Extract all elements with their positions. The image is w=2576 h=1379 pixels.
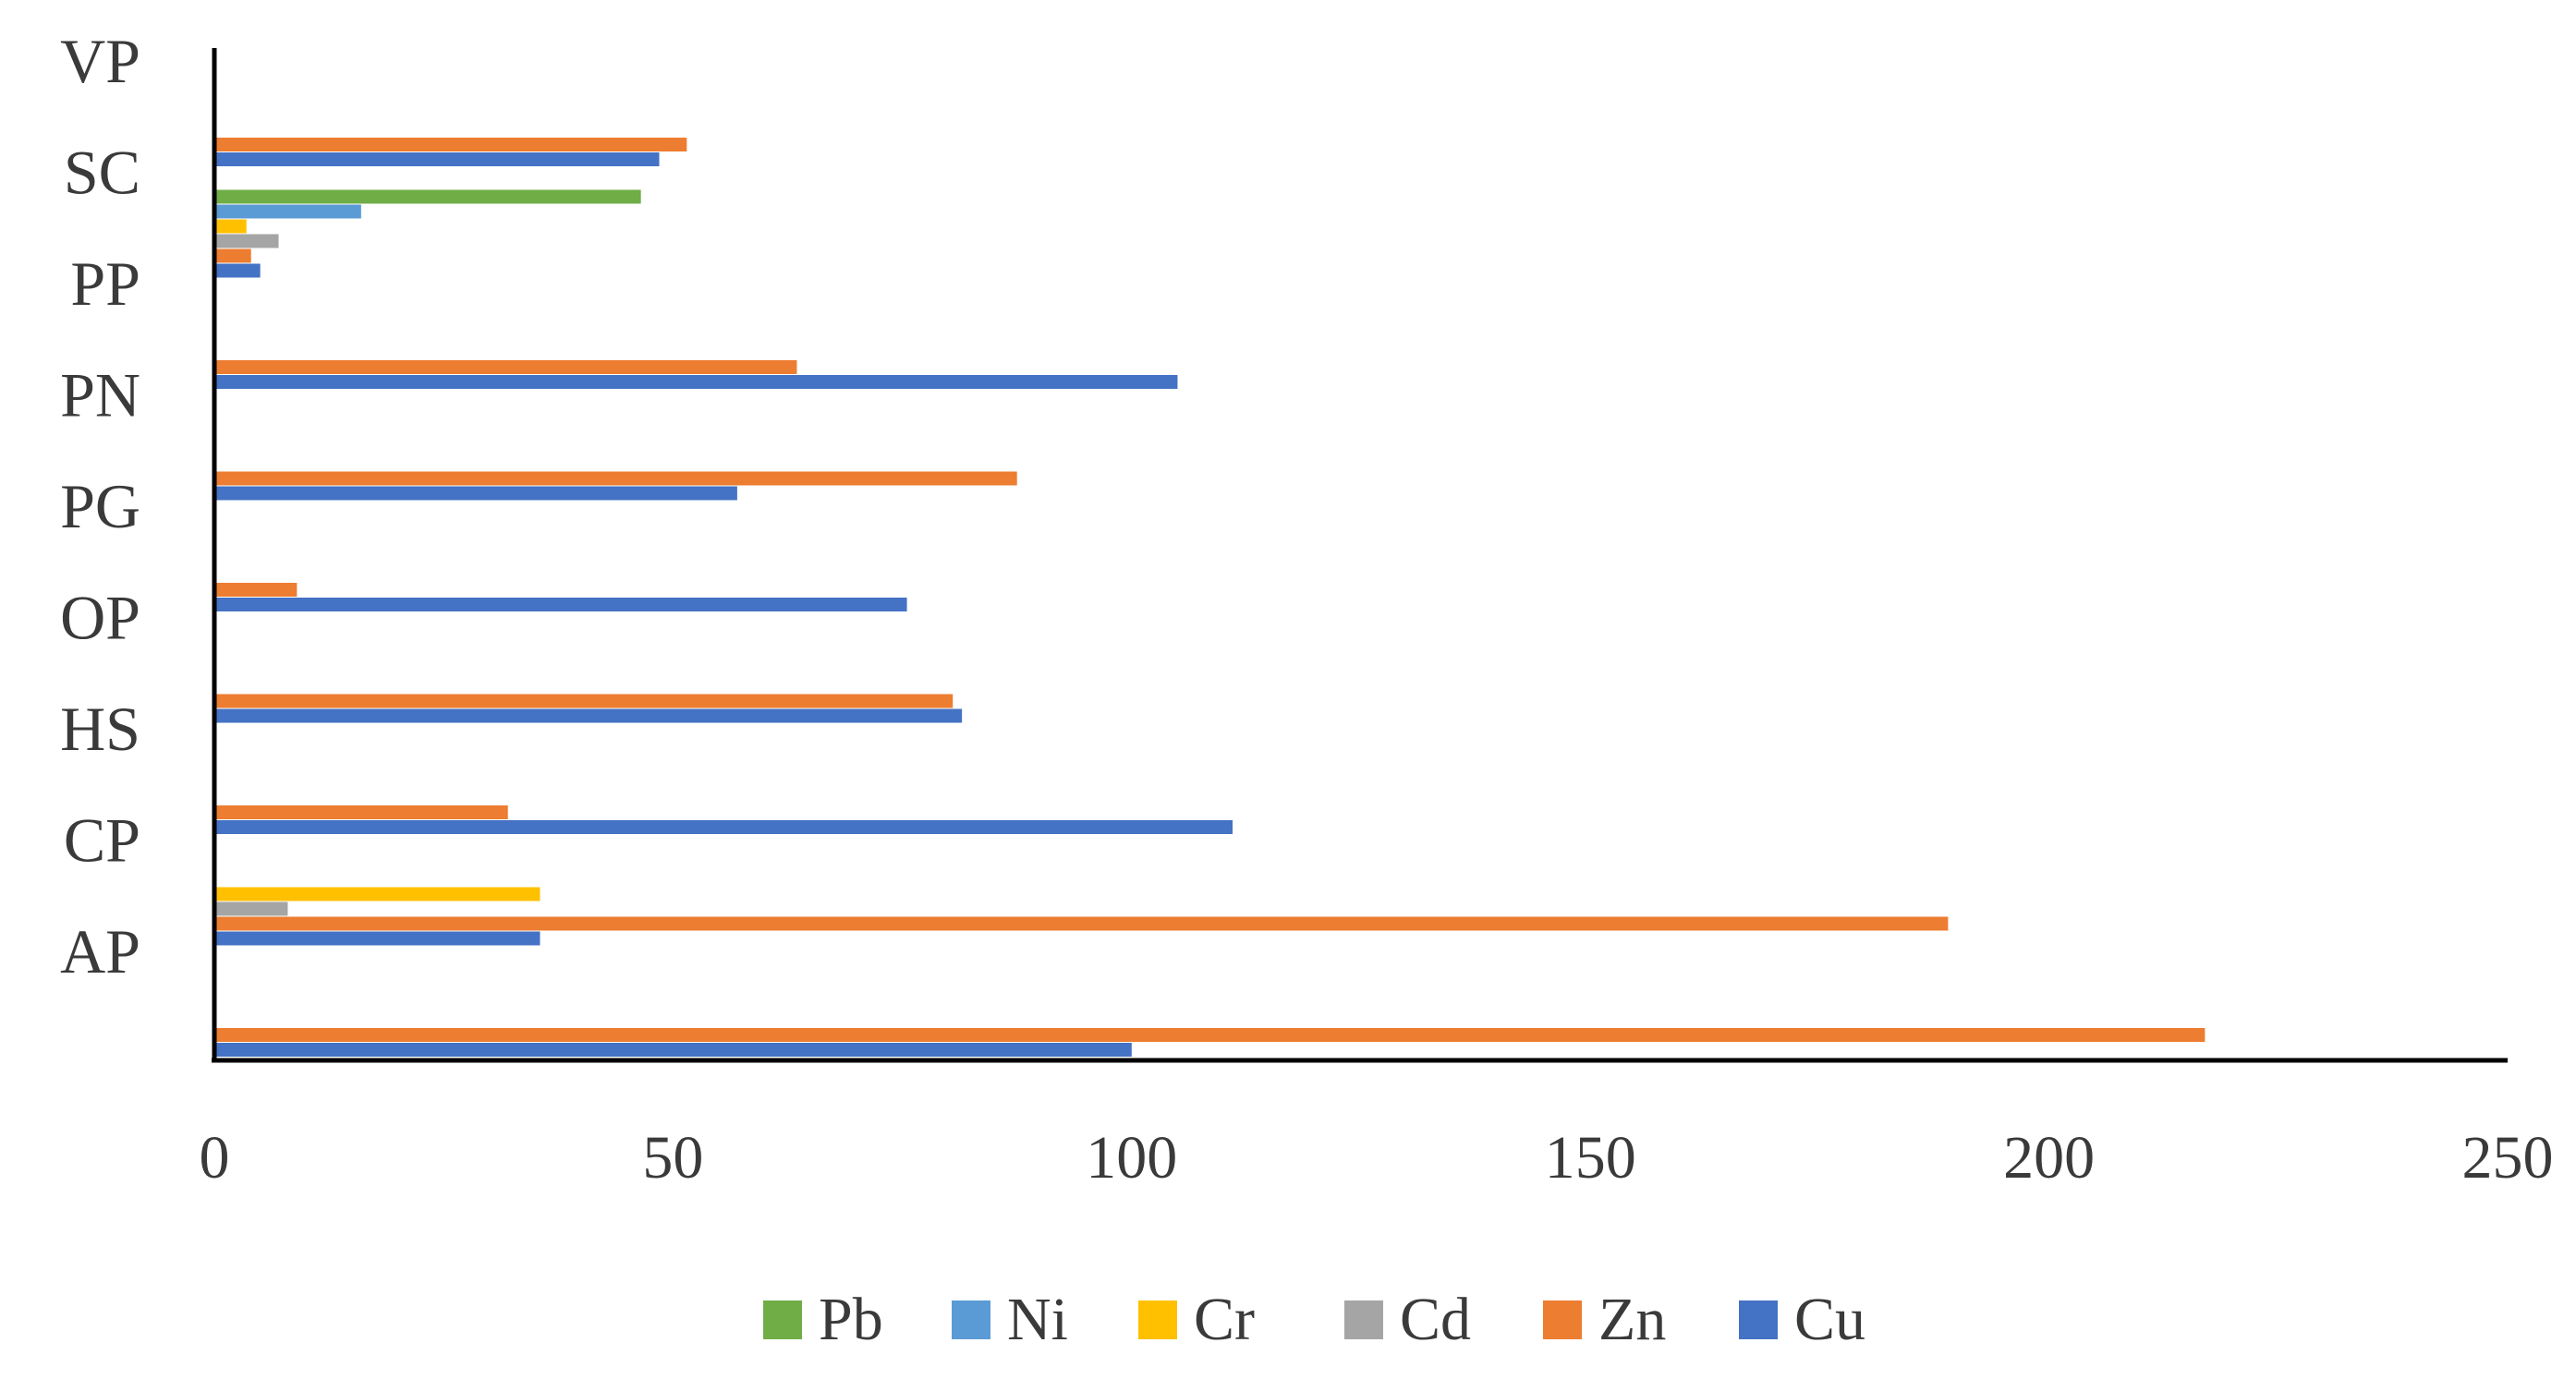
- bar-pn-cu: [214, 486, 737, 501]
- bar-cp-cd: [214, 901, 288, 916]
- y-tick-label-cp: CP: [64, 805, 140, 876]
- y-tick-label-ap: AP: [60, 916, 140, 986]
- bar-hs-cu: [214, 820, 1233, 834]
- legend-swatch-pb: [763, 1300, 802, 1339]
- legend-label-pb: Pb: [819, 1286, 883, 1353]
- legend-swatch-cd: [1344, 1300, 1383, 1339]
- bar-sc-cd: [214, 234, 279, 248]
- bar-vp-cu: [214, 152, 660, 166]
- axes-group: [212, 48, 2508, 1063]
- legend-label-cr: Cr: [1194, 1286, 1255, 1353]
- y-tick-label-pg: PG: [60, 471, 140, 541]
- bar-sc-zn: [214, 248, 251, 263]
- y-tick-label-sc: SC: [64, 138, 140, 208]
- x-tick-label-250: 250: [2462, 1124, 2554, 1192]
- bar-ap-zn: [214, 1028, 2205, 1042]
- x-tick-label-0: 0: [200, 1124, 230, 1192]
- bar-sc-pb: [214, 189, 641, 204]
- legend-swatch-cr: [1138, 1300, 1177, 1339]
- legend-label-zn: Zn: [1598, 1286, 1666, 1353]
- bar-cp-cr: [214, 887, 541, 901]
- legend-swatch-cu: [1739, 1300, 1778, 1339]
- bar-sc-cr: [214, 219, 247, 234]
- bar-vp-zn: [214, 138, 687, 151]
- x-tick-label-100: 100: [1086, 1124, 1177, 1192]
- y-tick-label-pn: PN: [60, 360, 140, 430]
- bar-cp-zn: [214, 916, 1949, 931]
- bar-ap-cu: [214, 1043, 1132, 1057]
- x-tick-labels: 0 50 100 150 200 250: [200, 1124, 2554, 1192]
- legend-swatch-zn: [1543, 1300, 1582, 1339]
- bar-pg-zn: [214, 583, 298, 597]
- x-tick-label-50: 50: [642, 1124, 703, 1192]
- x-tick-label-150: 150: [1545, 1124, 1636, 1192]
- bar-pg-cu: [214, 598, 907, 611]
- legend-swatch-ni: [952, 1300, 990, 1339]
- bar-sc-cu: [214, 263, 261, 278]
- bar-pn-zn: [214, 471, 1017, 486]
- legend-label-cd: Cd: [1400, 1286, 1471, 1353]
- bar-op-zn: [214, 694, 954, 708]
- bar-pp-zn: [214, 360, 797, 374]
- y-tick-label-pp: PP: [70, 248, 140, 319]
- bar-pp-cu: [214, 375, 1178, 389]
- bar-sc-ni: [214, 204, 361, 219]
- y-tick-label-op: OP: [60, 583, 140, 653]
- bar-hs-zn: [214, 805, 508, 819]
- legend: Pb Ni Cr Cd Zn Cu: [763, 1286, 1865, 1353]
- bars-group: [214, 138, 2205, 1057]
- bar-op-cu: [214, 708, 963, 723]
- y-tick-label-hs: HS: [60, 694, 140, 764]
- bar-cp-cu: [214, 931, 541, 946]
- y-tick-labels: AP CP HS OP PG PN PP SC VP: [60, 26, 140, 986]
- legend-label-ni: Ni: [1007, 1286, 1068, 1353]
- legend-label-cu: Cu: [1794, 1286, 1865, 1353]
- y-tick-label-vp: VP: [60, 26, 140, 96]
- x-tick-label-200: 200: [2003, 1124, 2095, 1192]
